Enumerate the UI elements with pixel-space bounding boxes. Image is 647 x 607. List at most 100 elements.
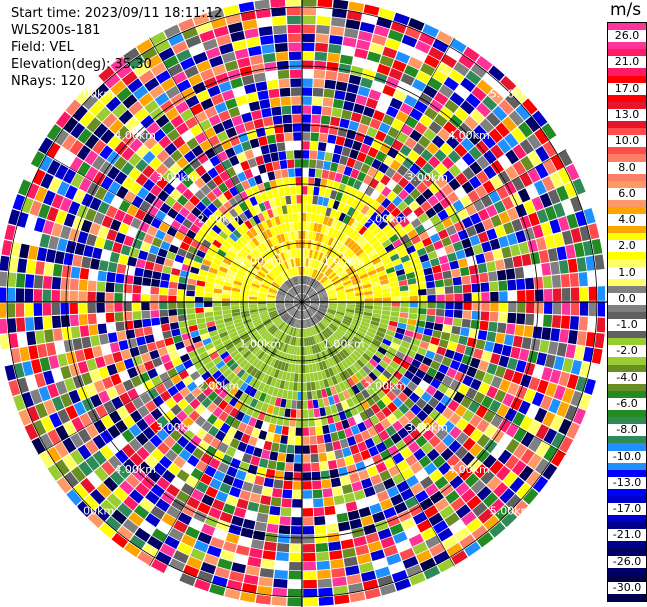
range-gate bbox=[550, 328, 561, 342]
range-gate bbox=[195, 312, 205, 319]
range-gate bbox=[244, 425, 254, 436]
range-gate bbox=[309, 317, 314, 326]
range-gate bbox=[382, 306, 391, 311]
range-gate bbox=[218, 81, 232, 93]
range-ring-label: 4.00km bbox=[114, 463, 156, 476]
range-gate bbox=[168, 281, 178, 289]
range-gate bbox=[274, 266, 281, 275]
range-gate bbox=[109, 119, 124, 134]
range-gate bbox=[375, 566, 391, 579]
range-gate bbox=[128, 511, 144, 527]
range-gate bbox=[508, 110, 524, 127]
range-gate bbox=[155, 229, 166, 240]
range-gate bbox=[367, 269, 377, 277]
range-gate bbox=[469, 357, 481, 369]
range-gate bbox=[326, 451, 336, 461]
range-gate bbox=[197, 440, 210, 452]
range-gate bbox=[494, 504, 511, 521]
range-gate bbox=[276, 542, 290, 553]
range-gate bbox=[290, 308, 297, 316]
range-gate bbox=[337, 292, 346, 297]
range-gate bbox=[209, 478, 222, 490]
range-gate bbox=[290, 78, 302, 88]
range-gate bbox=[302, 481, 312, 490]
range-gate bbox=[226, 466, 238, 478]
range-gate bbox=[319, 297, 329, 301]
range-gate bbox=[319, 306, 328, 310]
range-gate bbox=[336, 309, 346, 314]
range-gate bbox=[323, 316, 332, 323]
range-gate bbox=[307, 288, 314, 296]
range-gate bbox=[483, 165, 497, 180]
range-gate bbox=[289, 327, 294, 336]
range-gate bbox=[327, 357, 335, 367]
range-gate bbox=[322, 424, 330, 435]
range-gate bbox=[308, 268, 313, 277]
range-gate bbox=[321, 278, 330, 285]
range-gate bbox=[381, 224, 392, 234]
range-gate bbox=[332, 98, 344, 109]
range-gate bbox=[434, 149, 447, 162]
range-gate bbox=[51, 368, 64, 383]
range-gate bbox=[157, 442, 170, 455]
range-gate bbox=[319, 263, 326, 272]
range-gate bbox=[448, 440, 462, 454]
range-gate bbox=[229, 438, 240, 449]
range-gate bbox=[311, 316, 318, 324]
range-gate bbox=[416, 247, 427, 257]
range-gate bbox=[257, 326, 266, 334]
range-gate bbox=[410, 461, 423, 474]
range-gate bbox=[433, 91, 449, 106]
range-gate bbox=[451, 325, 461, 335]
range-gate bbox=[261, 282, 270, 288]
range-gate bbox=[319, 302, 329, 305]
range-gate bbox=[340, 538, 355, 550]
range-gate bbox=[317, 151, 326, 161]
range-gate bbox=[333, 332, 342, 340]
range-gate bbox=[338, 362, 346, 372]
range-gate bbox=[570, 287, 580, 301]
range-gate bbox=[509, 477, 525, 493]
range-gate bbox=[179, 241, 190, 251]
range-gate bbox=[452, 199, 465, 212]
range-gate bbox=[78, 461, 93, 477]
range-gate bbox=[290, 249, 295, 259]
range-gate bbox=[193, 218, 205, 229]
range-gate bbox=[498, 99, 514, 116]
range-gate bbox=[275, 320, 283, 327]
range-gate bbox=[141, 310, 151, 319]
range-gate bbox=[374, 244, 384, 253]
range-gate bbox=[423, 128, 437, 142]
range-ring-label: 1.00km bbox=[323, 254, 365, 267]
range-gate bbox=[296, 328, 300, 337]
range-gate bbox=[231, 515, 244, 527]
range-gate bbox=[370, 189, 381, 201]
range-gate bbox=[348, 74, 362, 86]
range-gate bbox=[163, 409, 176, 422]
range-gate bbox=[497, 449, 512, 465]
range-gate bbox=[315, 232, 321, 242]
range-gate bbox=[452, 129, 466, 143]
range-gate bbox=[550, 154, 565, 171]
range-gate bbox=[292, 123, 302, 132]
range-gate bbox=[343, 492, 356, 503]
range-gate bbox=[369, 42, 384, 55]
range-gate bbox=[196, 89, 210, 103]
range-gate bbox=[197, 502, 211, 515]
range-gate bbox=[4, 224, 16, 241]
range-gate bbox=[402, 157, 414, 170]
range-gate bbox=[253, 336, 263, 344]
range-gate bbox=[137, 405, 150, 418]
range-gate bbox=[295, 436, 302, 445]
range-gate bbox=[160, 353, 171, 364]
range-gate bbox=[194, 177, 206, 189]
range-gate bbox=[215, 319, 225, 326]
range-gate bbox=[418, 230, 429, 241]
range-gate bbox=[165, 397, 177, 409]
range-gate bbox=[109, 341, 121, 353]
range-gate bbox=[1, 349, 13, 366]
range-gate bbox=[211, 499, 225, 511]
range-gate bbox=[244, 120, 255, 132]
range-gate bbox=[435, 176, 448, 189]
range-gate bbox=[141, 294, 150, 302]
